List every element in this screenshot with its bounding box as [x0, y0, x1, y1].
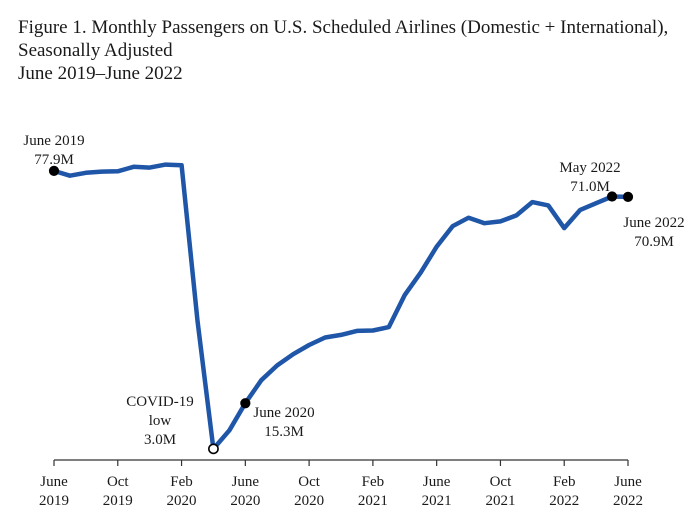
x-tick-label: Feb — [362, 474, 385, 490]
x-tick-label: June — [614, 474, 642, 490]
x-tick-label: Feb — [170, 474, 193, 490]
x-tick-label: June — [423, 474, 451, 490]
title-line-2: Seasonally Adjusted — [18, 40, 173, 61]
annotation-start: June 2019 77.9M — [23, 133, 84, 168]
series-line — [51, 162, 631, 452]
x-tick-label: 2020 — [294, 493, 324, 509]
x-tick-label: 2020 — [167, 493, 197, 509]
x-tick-label: 2021 — [422, 493, 452, 509]
x-tick-label: Oct — [107, 474, 129, 490]
x-tick-label: 2019 — [103, 493, 133, 509]
title-line-1: Figure 1. Monthly Passengers on U.S. Sch… — [18, 17, 669, 38]
annotation-low: COVID-19 low 3.0M — [126, 394, 194, 448]
x-tick-label: 2020 — [230, 493, 260, 509]
x-tick-label: 2022 — [613, 493, 643, 509]
x-tick-label: June — [40, 474, 68, 490]
annotation-markers — [48, 165, 634, 455]
x-tick-label: 2019 — [39, 493, 69, 509]
series-line-group — [51, 162, 631, 452]
x-tick-label: Feb — [553, 474, 576, 490]
x-tick-label: June — [232, 474, 260, 490]
x-tick-label: 2021 — [485, 493, 515, 509]
annotation-jun2022: June 2022 70.9M — [623, 215, 684, 250]
x-tick-label: Oct — [490, 474, 512, 490]
marker-jun2022 — [622, 191, 634, 202]
x-tick-label: 2021 — [358, 493, 388, 509]
annotation-jun2020: June 2020 15.3M — [253, 405, 314, 440]
x-axis: June 2019 Oct 2019 Feb 2020 June 2020 Oct 2020 Feb… — [39, 459, 643, 509]
marker-low — [208, 443, 219, 455]
x-tick-label: Oct — [298, 474, 320, 490]
chart-title: Figure 1. Monthly Passengers on U.S. Sch… — [18, 16, 668, 85]
x-tick-label: 2022 — [549, 493, 579, 509]
marker-start — [48, 165, 60, 177]
annotation-labels: June 2019 77.9M COVID-19 low 3.0M June 2020 15… — [23, 133, 684, 448]
annotation-may2022: May 2022 71.0M — [559, 160, 620, 195]
marker-may2022 — [606, 191, 618, 202]
marker-jun2020 — [240, 398, 251, 409]
title-line-3: June 2019–June 2022 — [18, 63, 183, 84]
